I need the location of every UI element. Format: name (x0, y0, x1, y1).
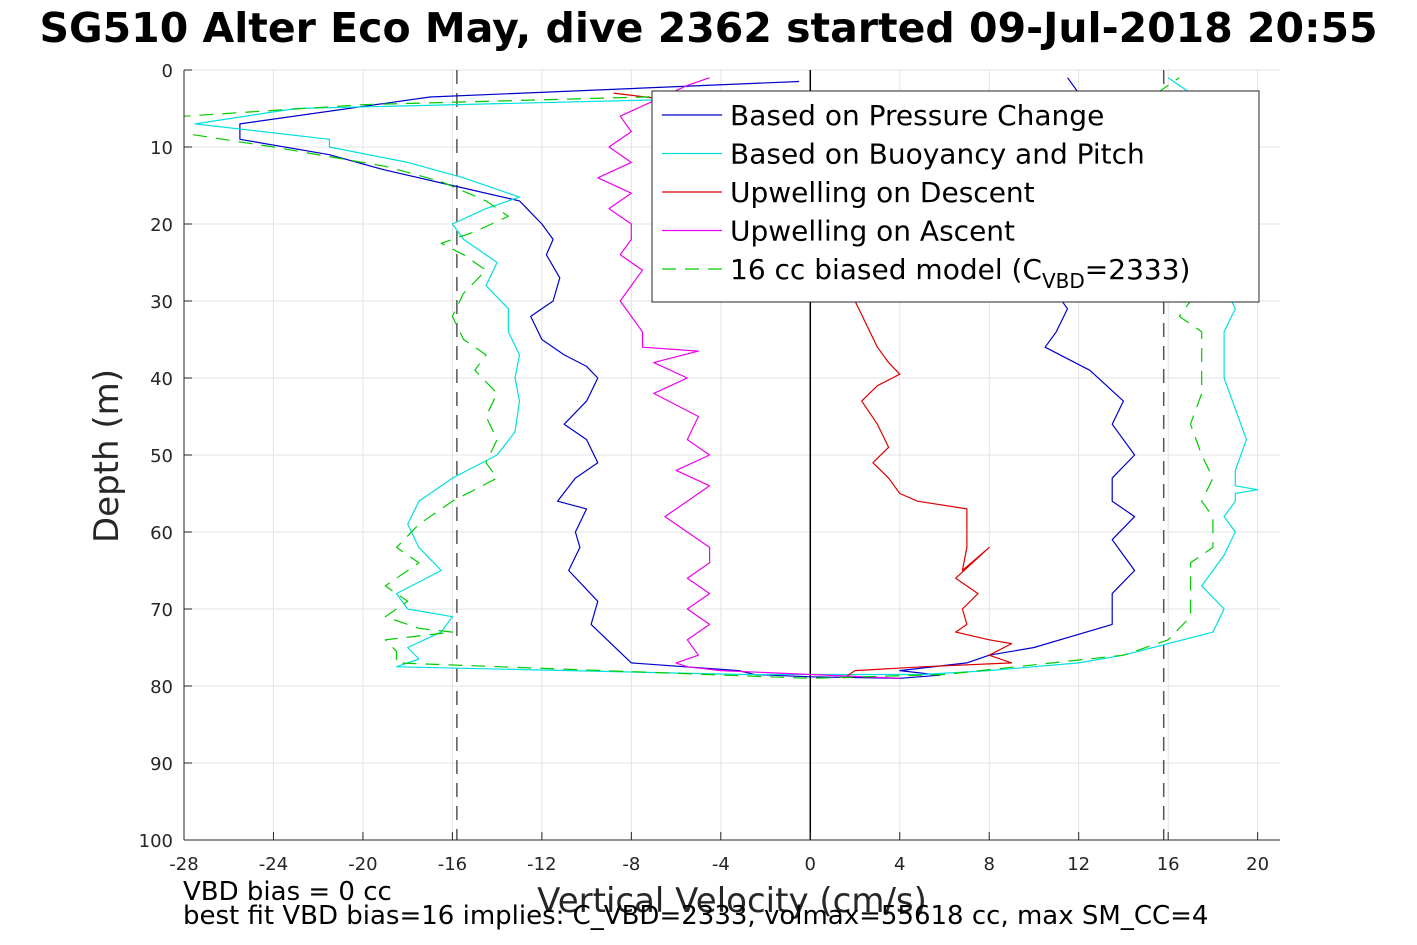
x-tick-label-7: 0 (805, 854, 816, 875)
x-tick-label-11: 16 (1157, 854, 1180, 875)
x-tick-label-3: -16 (438, 854, 467, 875)
y-ticks: 0 10 20 30 40 50 60 70 80 90 100 (139, 61, 192, 852)
annotation-vbd-bias: VBD bias = 0 cc (183, 877, 392, 907)
legend-label-2: Upwelling on Descent (730, 176, 1035, 209)
x-tick-label-1: -24 (259, 854, 288, 875)
y-tick-label-7: 70 (150, 600, 173, 621)
data-series (184, 77, 1259, 679)
y-axis-label: Depth (m) (87, 369, 127, 543)
x-tick-label-10: 12 (1067, 854, 1090, 875)
y-tick-label-3: 30 (150, 292, 173, 313)
legend-label-1: Based on Buoyancy and Pitch (730, 138, 1145, 171)
legend-label-0: Based on Pressure Change (730, 99, 1104, 132)
series-line-3 (597, 77, 900, 679)
x-tick-label-12: 20 (1246, 854, 1269, 875)
y-tick-label-4: 40 (150, 369, 173, 390)
y-tick-label-6: 60 (150, 523, 173, 544)
series-line-4 (184, 77, 1214, 679)
legend-box (651, 90, 1260, 303)
y-tick-label-8: 80 (150, 677, 173, 698)
y-tick-label-10: 100 (139, 831, 173, 852)
legend-label-3: Upwelling on Ascent (730, 215, 1015, 248)
y-tick-label-2: 20 (150, 215, 173, 236)
x-tick-label-0: -28 (169, 854, 198, 875)
x-axis-label: Vertical Velocity (cm/s) (537, 881, 927, 921)
y-tick-label-5: 50 (150, 446, 173, 467)
x-tick-label-9: 8 (983, 854, 994, 875)
y-tick-label-1: 10 (150, 138, 173, 159)
y-tick-label-0: 0 (162, 61, 173, 82)
x-ticks: -28 -24 -20 -16 -12 -8 -4 0 4 8 12 16 20 (169, 832, 1269, 875)
x-tick-label-2: -20 (348, 854, 377, 875)
series-line-0 (239, 77, 1136, 679)
legend: Based on Pressure Change Based on Buoyanc… (651, 90, 1260, 303)
x-tick-label-4: -12 (527, 854, 556, 875)
x-tick-label-5: -8 (622, 854, 640, 875)
y-tick-label-9: 90 (150, 754, 173, 775)
legend-label-4: 16 cc biased model (CVBD=2333) (730, 253, 1190, 293)
annotation-best-fit: best fit VBD bias=16 implies: C_VBD=2333… (183, 901, 1209, 931)
x-tick-label-6: -4 (712, 854, 730, 875)
chart-title: SG510 Alter Eco May, dive 2362 started 0… (39, 4, 1378, 52)
x-tick-label-8: 4 (894, 854, 905, 875)
